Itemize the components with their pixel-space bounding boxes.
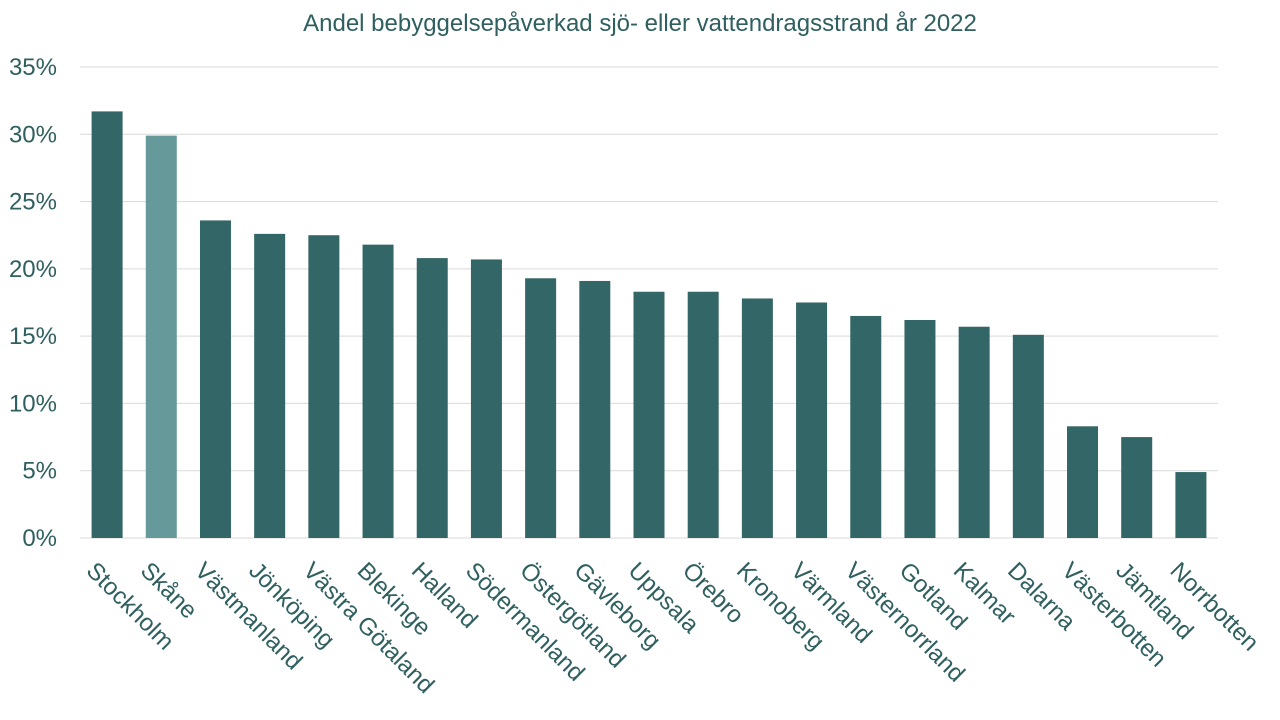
- bar-västernorrland: [850, 315, 882, 538]
- bar-värmland: [796, 302, 828, 538]
- y-tick-label: 35%: [9, 54, 57, 81]
- bar-stockholm: [91, 111, 123, 538]
- bar-uppsala: [633, 291, 665, 538]
- x-axis-labels: StockholmSkåneVästmanlandJönköpingVästra…: [81, 557, 1264, 699]
- y-tick-label: 0%: [22, 525, 57, 552]
- y-tick-label: 15%: [9, 323, 57, 350]
- y-tick-label: 10%: [9, 390, 57, 417]
- y-tick-label: 30%: [9, 121, 57, 148]
- y-tick-label: 20%: [9, 256, 57, 283]
- y-axis-ticks: 0% 5% 10% 15% 20% 25% 30% 35%: [9, 54, 57, 552]
- bar-västmanland: [199, 220, 231, 538]
- bar-västra-götaland: [308, 235, 340, 538]
- y-tick-label: 25%: [9, 189, 57, 216]
- bar-kalmar: [958, 326, 990, 538]
- bar-gotland: [904, 319, 936, 538]
- bar-blekinge: [362, 244, 394, 539]
- bar-jönköping: [254, 233, 286, 538]
- y-tick-label: 5%: [22, 458, 57, 485]
- bar-södermanland: [470, 259, 502, 538]
- bar-östergötland: [525, 278, 557, 538]
- bar-jämtland: [1121, 437, 1153, 538]
- bar-örebro: [687, 291, 719, 538]
- bar-skåne: [145, 135, 177, 539]
- bar-norrbotten: [1175, 472, 1207, 538]
- bar-västerbotten: [1067, 426, 1099, 538]
- chart-title: Andel bebyggelsepåverkad sjö- eller vatt…: [303, 10, 977, 37]
- bar-gävleborg: [579, 280, 611, 538]
- bar-dalarna: [1012, 334, 1044, 538]
- bar-halland: [416, 258, 448, 538]
- bars: [91, 111, 1207, 539]
- bar-kronoberg: [741, 298, 773, 538]
